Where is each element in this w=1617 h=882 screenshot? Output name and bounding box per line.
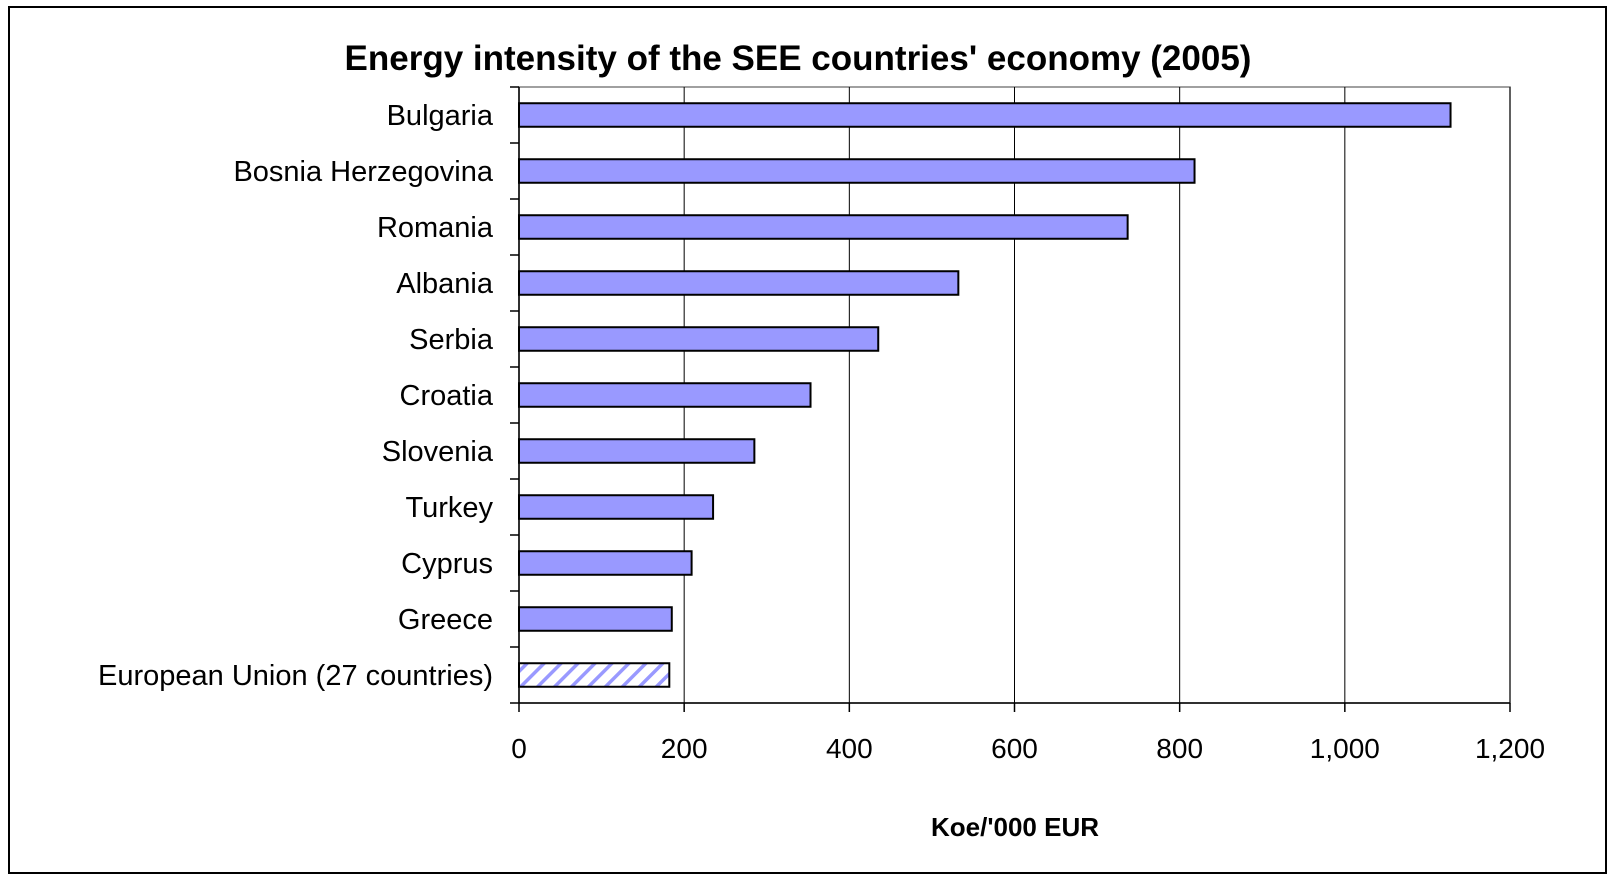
chart-title: Energy intensity of the SEE countries' e…	[345, 39, 1252, 78]
chart-frame	[8, 6, 1607, 874]
category-label: Croatia	[400, 380, 494, 412]
x-tick-label: 400	[826, 733, 873, 764]
x-tick-labels: 0 200 400 600 800 1,000 1,200	[511, 733, 1545, 764]
bar-croatia	[518, 382, 812, 408]
x-tick-label: 200	[661, 733, 708, 764]
category-label: Turkey	[405, 492, 493, 524]
bars	[518, 102, 1452, 688]
category-label: Serbia	[409, 324, 494, 356]
bar-turkey	[518, 494, 715, 520]
category-label: European Union (27 countries)	[98, 660, 493, 692]
category-label: Romania	[377, 212, 494, 244]
x-tick-label: 0	[511, 733, 527, 764]
category-label: Bulgaria	[387, 100, 494, 132]
category-label: Bosnia Herzegovina	[233, 156, 493, 188]
bar-slovenia	[518, 438, 756, 464]
bar-serbia	[518, 326, 880, 352]
x-axis-title: Koe/'000 EUR	[931, 812, 1099, 842]
bar-romania	[518, 214, 1129, 240]
bar-bulgaria	[518, 102, 1452, 128]
bar-bosnia-herzegovina	[518, 158, 1196, 184]
category-label: Cyprus	[401, 548, 493, 580]
x-tick-label: 600	[991, 733, 1038, 764]
bar-albania	[518, 270, 960, 296]
category-labels: Bulgaria Bosnia Herzegovina Romania Albania…	[98, 100, 494, 692]
axes	[510, 86, 1511, 712]
bar-european-union-27-countries	[518, 662, 671, 688]
category-label: Slovenia	[382, 436, 494, 468]
bar-greece	[518, 606, 673, 632]
x-tick-label: 1,200	[1475, 733, 1545, 764]
category-label: Albania	[396, 268, 494, 300]
x-tick-label: 800	[1156, 733, 1203, 764]
x-tick-label: 1,000	[1310, 733, 1380, 764]
bar-cyprus	[518, 550, 693, 576]
category-label: Greece	[398, 604, 493, 636]
